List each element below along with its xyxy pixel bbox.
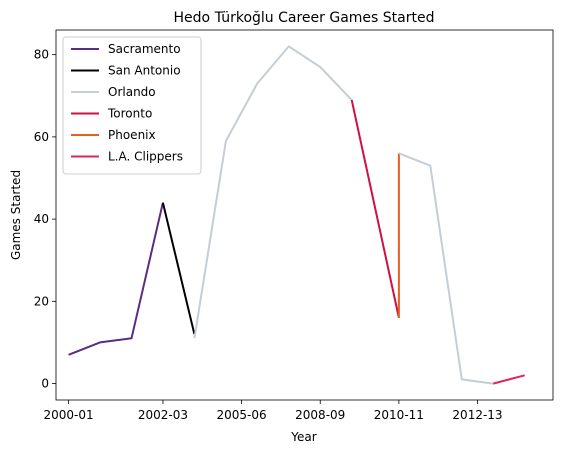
legend-entry: Phoenix [108,128,156,142]
series-line-sacramento-0 [68,202,164,356]
y-tick-label: 60 [34,130,49,144]
x-tick-label: 2002-03 [138,408,188,422]
legend: Sacramento San Antonio Orlando Toronto Phoen… [62,36,202,175]
x-tick-label: 2000-01 [44,408,94,422]
chart-title: Hedo Türkoğlu Career Games Started [174,10,435,26]
x-axis-label: Year [290,430,316,444]
x-tick-label: 2005-06 [217,408,267,422]
x-tick-label: 2008-09 [295,408,345,422]
legend-entry: San Antonio [108,64,181,78]
y-tick-label: 20 [34,294,49,308]
x-tick-label: 2012-13 [452,408,502,422]
legend-entry: Orlando [108,85,156,99]
legend-entry: Toronto [107,107,152,121]
series-line-orlando-2 [193,45,353,339]
axes-frame [55,29,554,401]
series-line-l-a-clippers-6 [492,374,525,385]
legend-entry: L.A. Clippers [108,150,183,164]
plot-area [68,45,525,385]
y-axis-label: Games Started [9,170,23,260]
y-tick-label: 80 [34,48,49,62]
series-line-orlando-5 [398,152,494,385]
y-axis: 0 20 40 60 80 [34,48,56,391]
series-line-toronto-3 [350,99,400,319]
y-tick-label: 40 [34,212,49,226]
x-tick-label: 2010-11 [374,408,424,422]
y-tick-label: 0 [41,377,49,391]
legend-entry: Sacramento [108,42,181,56]
series-line-san-antonio-1 [161,202,196,335]
x-axis: 2000-01 2002-03 2005-06 2008-09 2010-11 2012-… [44,400,503,422]
